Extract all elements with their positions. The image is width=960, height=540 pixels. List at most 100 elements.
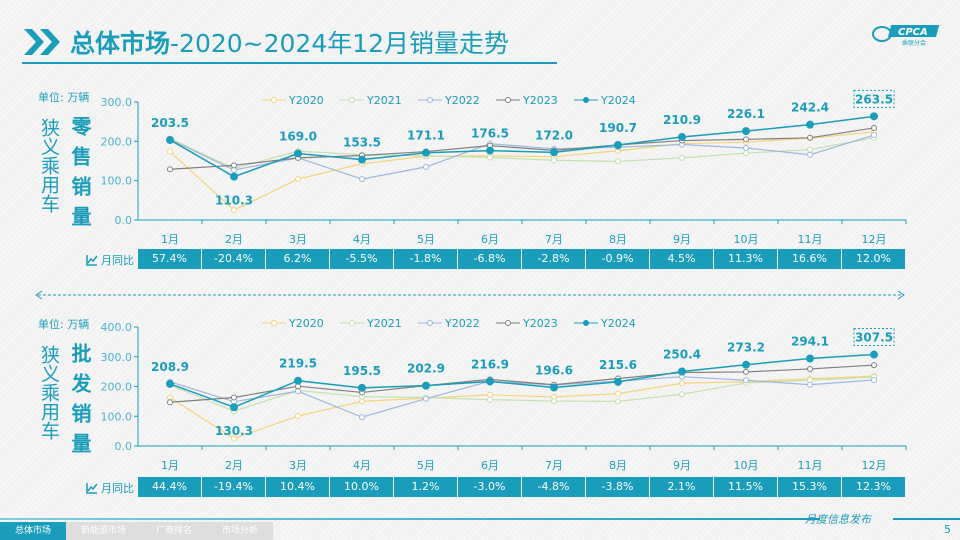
svg-text:乘联分会: 乘联分会	[902, 39, 926, 46]
legend-label: Y2020	[288, 94, 324, 107]
legend-marker	[271, 320, 277, 326]
data-point	[166, 379, 174, 388]
yoy-cell: 1.2%	[394, 477, 458, 497]
x-tick-label: 5月	[417, 459, 435, 472]
legend-marker	[349, 97, 355, 103]
legend-label: Y2021	[366, 94, 402, 107]
data-point	[231, 162, 237, 169]
x-tick-label: 8月	[609, 459, 627, 472]
data-point	[167, 399, 173, 406]
y-tick-label: 0.0	[115, 214, 133, 227]
data-point	[358, 155, 366, 164]
yoy-cell: -4.8%	[522, 477, 586, 497]
yoy-cell: 44.4%	[138, 477, 202, 497]
yoy-cell: 10.0%	[330, 477, 394, 497]
highlight-box	[853, 89, 895, 108]
tab-market-analysis[interactable]: 市场分析	[207, 522, 274, 540]
x-tick-label: 6月	[481, 233, 499, 246]
data-point	[359, 414, 365, 421]
data-point	[614, 140, 622, 149]
data-label: 196.6	[535, 364, 573, 378]
yoy-cell: 2.1%	[650, 477, 714, 497]
data-point	[550, 383, 558, 392]
tab-overall-market[interactable]: 总体市场	[0, 522, 67, 540]
x-tick-label: 10月	[734, 459, 759, 472]
trend-chart-icon	[86, 255, 98, 266]
data-point	[295, 176, 301, 183]
data-point	[807, 365, 813, 372]
data-point	[807, 134, 813, 141]
side-label: 狭义乘用车	[38, 118, 60, 213]
data-point	[423, 163, 429, 170]
data-label: 110.3	[215, 194, 253, 208]
chevron-right-icon	[24, 29, 60, 55]
legend-label: Y2024	[600, 94, 636, 107]
page-header: 总体市场-2020~2024年12月销量走势	[22, 22, 509, 62]
y-tick-label: 100.0	[101, 175, 133, 188]
yoy-row: 44.4% -19.4% 10.4% 10.0% 1.2% -3.0% -4.8% -3.8%…	[138, 477, 906, 497]
yoy-cell: -5.5%	[330, 249, 394, 269]
data-point	[871, 124, 877, 131]
data-point	[167, 166, 173, 173]
yoy-cell: 4.5%	[650, 249, 714, 269]
yoy-row: 57.4% -20.4% 6.2% -5.5% -1.8% -6.8% -2.8% -0.9%…	[138, 249, 906, 269]
title-underline	[22, 62, 557, 64]
data-label: 202.9	[407, 362, 445, 376]
yoy-cell: 10.4%	[266, 477, 330, 497]
x-tick-label: 2月	[225, 459, 243, 472]
data-point	[807, 151, 813, 158]
data-point	[230, 403, 238, 412]
data-point	[422, 148, 430, 157]
data-point	[678, 133, 686, 142]
data-point	[679, 380, 685, 387]
yoy-cell: 6.2%	[266, 249, 330, 269]
y-tick-label: 100.0	[101, 410, 133, 423]
data-point	[807, 381, 813, 388]
data-label: 273.2	[727, 341, 765, 355]
x-tick-label: 11月	[798, 233, 823, 246]
data-label: 190.7	[599, 121, 637, 135]
data-point	[615, 390, 621, 397]
data-point	[743, 368, 749, 375]
series-line-Y2021	[169, 137, 875, 170]
footer-line	[893, 518, 960, 520]
data-point	[486, 146, 494, 155]
series-line-Y2022	[169, 376, 875, 418]
monthly-release-label: 月度信息发布	[805, 513, 871, 526]
data-label: 226.1	[727, 107, 765, 121]
data-point	[742, 360, 750, 369]
data-label: 176.5	[471, 127, 509, 141]
yoy-cell: 12.3%	[842, 477, 906, 497]
tab-manufacturer-ranking[interactable]: 厂商排名	[141, 522, 208, 540]
data-point	[167, 394, 173, 401]
y-tick-label: 300.0	[101, 351, 133, 364]
page-number: 5	[944, 523, 951, 536]
yoy-cell: -20.4%	[202, 249, 266, 269]
data-point	[806, 120, 814, 129]
data-point	[487, 154, 493, 161]
data-point	[551, 398, 557, 405]
legend-label: Y2022	[444, 317, 480, 330]
yoy-cell: 15.3%	[778, 477, 842, 497]
x-tick-label: 7月	[545, 459, 563, 472]
legend-label: Y2022	[444, 94, 480, 107]
legend-label: Y2023	[522, 94, 558, 107]
tab-nev-market[interactable]: 新能源市场	[66, 522, 142, 540]
data-point	[230, 172, 238, 181]
divider-double-arrow	[35, 290, 905, 300]
series-line-Y2020	[169, 131, 875, 211]
data-label: 216.9	[471, 357, 509, 371]
x-tick-label: 1月	[161, 459, 179, 472]
legend-marker	[583, 320, 589, 326]
x-tick-label: 3月	[289, 233, 307, 246]
data-label: 263.5	[855, 92, 893, 106]
chart-title: 零售销量	[68, 116, 92, 236]
yoy-cell: -19.4%	[202, 477, 266, 497]
data-point	[294, 149, 302, 158]
data-point	[359, 176, 365, 183]
data-label: 195.5	[343, 364, 381, 378]
side-label: 狭义乘用车	[38, 345, 60, 440]
legend-marker	[427, 97, 433, 103]
